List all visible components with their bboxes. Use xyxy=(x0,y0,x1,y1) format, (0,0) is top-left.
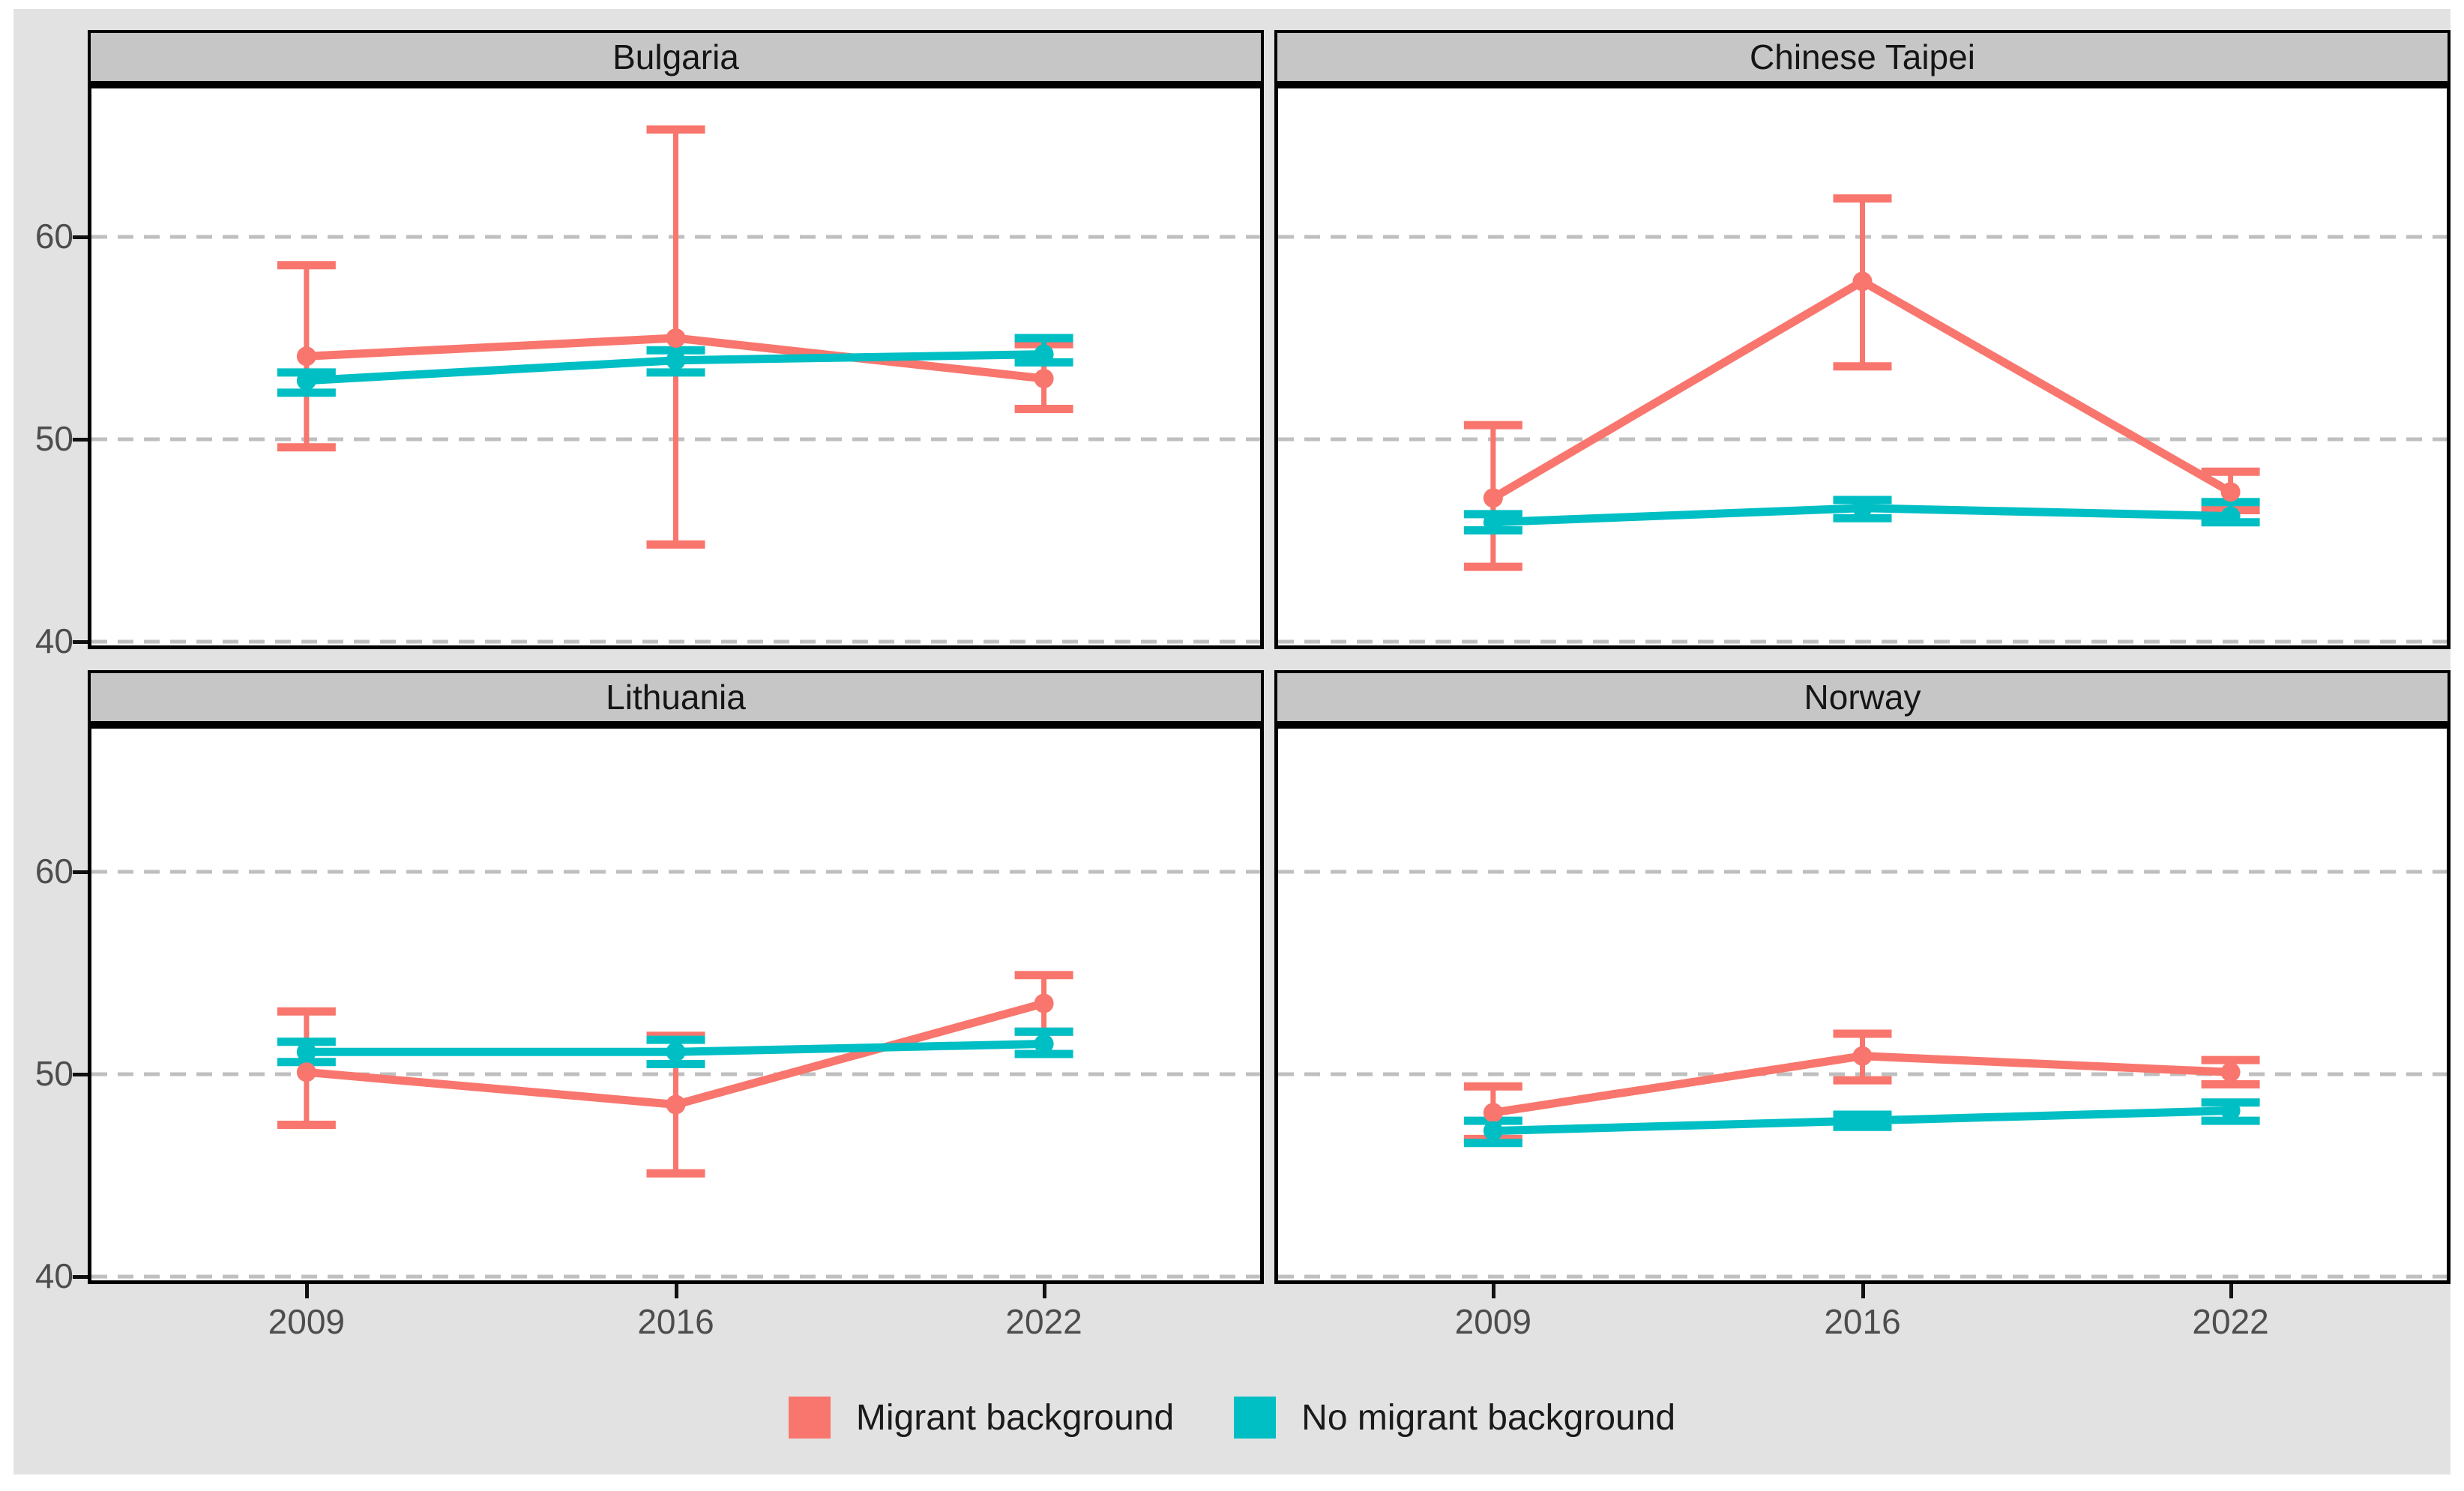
facet-plot xyxy=(1278,194,2447,644)
data-point-no-migrant xyxy=(1034,344,1054,364)
y-axis-tick-label: 40 xyxy=(34,1256,73,1295)
y-axis-tick-label: 60 xyxy=(34,852,73,891)
data-point-no-migrant xyxy=(296,370,316,391)
facet-norway: Norway xyxy=(1274,670,2451,1284)
facet-panel xyxy=(1274,88,2451,649)
data-point-no-migrant xyxy=(666,350,686,370)
x-axis-tick-label: 2022 xyxy=(2192,1302,2269,1341)
data-point-migrant xyxy=(1034,369,1054,388)
x-axis-tick xyxy=(2229,1284,2233,1298)
y-axis-tick-label: 50 xyxy=(34,419,73,458)
data-point-migrant xyxy=(296,1062,316,1082)
facet-panel xyxy=(1274,729,2451,1284)
data-point-no-migrant xyxy=(1852,1111,1873,1131)
facet-title: Bulgaria xyxy=(612,37,739,76)
facet-panel xyxy=(88,729,1264,1284)
facet-plot xyxy=(1278,870,2447,1279)
legend-label: No migrant background xyxy=(1301,1397,1676,1438)
facet-bulgaria: Bulgaria xyxy=(88,30,1264,649)
legend-swatch-no-migrant-icon xyxy=(1234,1397,1277,1439)
data-point-migrant xyxy=(666,328,686,348)
x-axis-tick-label: 2016 xyxy=(1824,1302,1901,1341)
data-point-migrant xyxy=(1852,271,1873,292)
facet-title: Norway xyxy=(1804,678,1921,717)
facet-title: Lithuania xyxy=(606,678,746,717)
y-axis-tick-label: 60 xyxy=(34,217,73,256)
data-point-no-migrant xyxy=(296,1042,316,1062)
data-point-migrant xyxy=(2220,482,2241,502)
data-point-no-migrant xyxy=(666,1042,686,1062)
facet-strip: Norway xyxy=(1274,670,2451,729)
y-axis-tick xyxy=(73,1275,88,1279)
y-axis-tick xyxy=(73,870,88,874)
data-point-migrant xyxy=(296,346,316,367)
x-axis-tick-label: 2016 xyxy=(637,1302,714,1341)
y-axis-tick xyxy=(73,438,88,442)
facet-lithuania: Lithuania xyxy=(88,670,1264,1284)
legend-item-migrant: Migrant background xyxy=(788,1397,1175,1439)
y-axis-tick xyxy=(73,1073,88,1076)
data-point-migrant xyxy=(666,1094,686,1115)
y-axis-tick-label: 40 xyxy=(34,621,73,660)
facet-plot xyxy=(91,125,1260,644)
facet-panel xyxy=(88,88,1264,649)
legend-item-no-migrant: No migrant background xyxy=(1234,1397,1675,1439)
y-axis-tick xyxy=(73,235,88,239)
facet-title: Chinese Taipei xyxy=(1750,37,1975,76)
data-point-no-migrant xyxy=(1483,1121,1503,1141)
data-point-no-migrant xyxy=(2220,506,2241,526)
data-point-no-migrant xyxy=(2220,1100,2241,1121)
facet-plot xyxy=(91,870,1260,1279)
x-axis-tick xyxy=(1861,1284,1865,1298)
data-point-migrant xyxy=(1483,488,1503,508)
x-axis-tick-label: 2009 xyxy=(1454,1302,1532,1341)
legend-swatch-migrant-icon xyxy=(788,1397,831,1439)
facet-strip: Lithuania xyxy=(88,670,1264,729)
facet-strip: Bulgaria xyxy=(88,30,1264,88)
y-axis-tick xyxy=(73,640,88,644)
data-point-migrant xyxy=(1852,1046,1873,1066)
x-axis-tick-label: 2022 xyxy=(1005,1302,1082,1341)
x-axis-tick xyxy=(1491,1284,1495,1298)
y-axis-tick-label: 50 xyxy=(34,1054,73,1093)
data-point-no-migrant xyxy=(1034,1034,1054,1054)
data-point-no-migrant xyxy=(1483,512,1503,532)
legend: Migrant background No migrant background xyxy=(0,1376,2464,1459)
data-point-migrant xyxy=(1483,1103,1503,1123)
data-point-migrant xyxy=(1034,993,1054,1013)
x-axis-tick xyxy=(1042,1284,1046,1298)
legend-label: Migrant background xyxy=(855,1397,1175,1438)
data-point-no-migrant xyxy=(1852,498,1873,518)
facet-strip: Chinese Taipei xyxy=(1274,30,2451,88)
x-axis-tick xyxy=(674,1284,678,1298)
facet-chinese-taipei: Chinese Taipei xyxy=(1274,30,2451,649)
x-axis-tick-label: 2009 xyxy=(268,1302,346,1341)
x-axis-tick xyxy=(304,1284,309,1298)
data-point-migrant xyxy=(2220,1062,2241,1082)
